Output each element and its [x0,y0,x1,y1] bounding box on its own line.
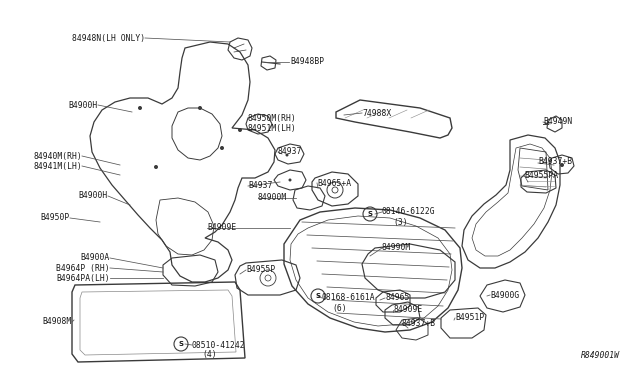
Text: 84951M(LH): 84951M(LH) [248,124,297,132]
Text: 84909E: 84909E [393,305,422,314]
Text: B4951P: B4951P [455,314,484,323]
Text: B4964PA(LH): B4964PA(LH) [56,273,110,282]
Text: 84937+B: 84937+B [402,318,436,327]
Text: B4937: B4937 [248,180,273,189]
Text: 84941M(LH): 84941M(LH) [33,161,82,170]
Text: 08146-6122G: 08146-6122G [382,208,436,217]
Text: B4900H: B4900H [68,100,98,109]
Text: 84990M: 84990M [382,244,412,253]
Text: B4955PA: B4955PA [524,170,558,180]
Text: (6): (6) [332,304,347,312]
Circle shape [238,128,242,132]
Text: S: S [179,341,184,347]
Text: 84900M: 84900M [258,193,287,202]
Text: 84940M(RH): 84940M(RH) [33,151,82,160]
Text: 84948N(LH ONLY): 84948N(LH ONLY) [72,33,145,42]
Text: S: S [367,211,372,217]
Text: B4950P: B4950P [41,214,70,222]
Text: 84937: 84937 [278,148,302,157]
Circle shape [198,106,202,110]
Text: B4948BP: B4948BP [290,58,324,67]
Text: (4): (4) [202,350,216,359]
Text: B4965+A: B4965+A [317,179,351,187]
Text: B4955P: B4955P [246,266,275,275]
Text: R849001W: R849001W [581,351,620,360]
Text: B4900G: B4900G [490,291,519,299]
Text: 08510-41242: 08510-41242 [192,340,246,350]
Text: 84965: 84965 [385,294,410,302]
Text: B4908M: B4908M [43,317,72,327]
Text: 08168-6161A: 08168-6161A [322,294,376,302]
Text: B4949N: B4949N [543,118,572,126]
Text: 84950M(RH): 84950M(RH) [248,113,297,122]
Circle shape [220,146,224,150]
Text: B4909E: B4909E [207,224,236,232]
Circle shape [289,179,291,182]
Text: B4900H: B4900H [79,192,108,201]
Circle shape [154,165,158,169]
Circle shape [285,154,289,157]
Circle shape [138,106,142,110]
Text: B4964P (RH): B4964P (RH) [56,263,110,273]
Text: (3): (3) [393,218,408,227]
Circle shape [560,163,564,167]
Text: B4937+B: B4937+B [538,157,572,167]
Text: S: S [316,293,321,299]
Text: 74988X: 74988X [362,109,391,118]
Text: B4900A: B4900A [81,253,110,263]
